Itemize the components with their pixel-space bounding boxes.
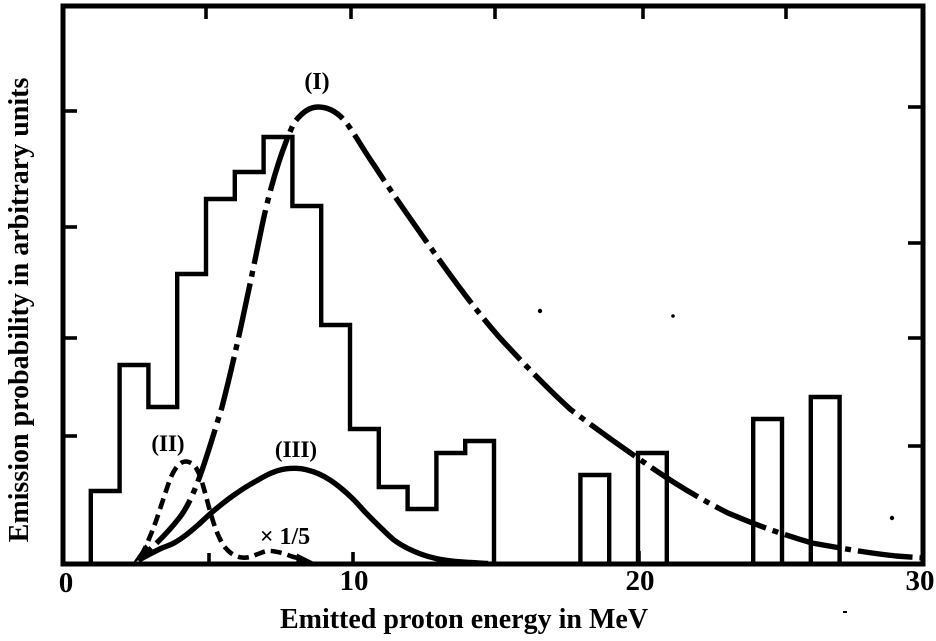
svg-text:(II): (II) [151, 431, 184, 456]
svg-text:20: 20 [626, 565, 655, 597]
svg-text:× 1/5: × 1/5 [260, 524, 310, 550]
svg-text:10: 10 [340, 565, 369, 597]
svg-text:30: 30 [906, 565, 935, 597]
svg-text:Emitted proton energy in MeV: Emitted proton energy in MeV [280, 604, 648, 635]
svg-text:Emission probability in arbitr: Emission probability in arbitrary units [4, 78, 35, 543]
svg-text:(III): (III) [275, 437, 317, 462]
svg-text:0: 0 [59, 567, 74, 599]
svg-text:(I): (I) [304, 69, 329, 95]
